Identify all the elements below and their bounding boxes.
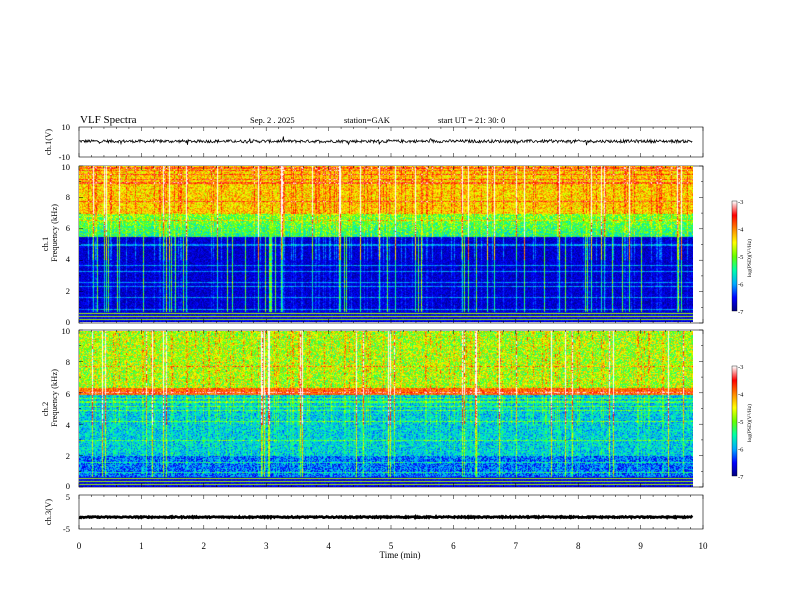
ch1-waveform-ylabel: ch.1(V) [43, 129, 53, 155]
ch2-cbar-tick--4: -4 [738, 392, 744, 399]
xaxis-label: Time (min) [380, 550, 421, 560]
station-label: station=GAK [344, 115, 391, 125]
xtick-0: 0 [77, 541, 82, 551]
ch1-spec-ytick-2: 2 [66, 286, 70, 296]
xtick-5: 5 [389, 541, 394, 551]
ch3-waveform-frame [78, 494, 704, 530]
ch1-cbar-tick--5: -5 [738, 254, 743, 261]
xtick-4: 4 [326, 541, 331, 551]
ch2-spec-ylabel-2: Frequency (kHz) [49, 369, 59, 427]
ch3-ytick-bottom: -5 [63, 524, 70, 534]
ch2-cbar-tick--5: -5 [738, 419, 743, 426]
xtick-1: 1 [139, 541, 144, 551]
ch2-spec-ylabel-1: ch.2 [40, 402, 50, 416]
ch2-spec-ytick-10: 10 [62, 326, 71, 336]
ch1-colorbar [732, 201, 737, 311]
ch1-spectrogram-image [79, 166, 693, 322]
date-label: Sep. 2 . 2025 [250, 115, 295, 125]
ch1-cbar-tick--4: -4 [738, 227, 744, 234]
ch1-spec-ytick-0: 0 [66, 317, 70, 327]
ch2-spec-ytick-8: 8 [66, 357, 70, 367]
ch2-spectrogram-image [79, 331, 693, 487]
ch1-cbar-tick--7: -7 [738, 309, 744, 316]
ch1-waveform-line [78, 136, 693, 146]
ch1-spec-ytick-6: 6 [66, 223, 70, 233]
ch2-cbar-label: log(PSD)(V²/Hz) [746, 404, 753, 442]
ch1-spec-ytick-10: 10 [62, 162, 71, 172]
xtick-8: 8 [576, 541, 581, 551]
ch2-cbar-tick--7: -7 [738, 474, 744, 481]
ch1-spec-ylabel-1: ch.1 [40, 237, 50, 251]
ch2-spec-ytick-2: 2 [66, 451, 70, 461]
figure-title: VLF Spectra [80, 114, 137, 126]
ch2-colorbar [732, 366, 737, 476]
ch2-spec-ytick-0: 0 [66, 481, 70, 491]
xtick-6: 6 [451, 541, 456, 551]
xtick-9: 9 [638, 541, 643, 551]
xtick-7: 7 [514, 541, 519, 551]
ch2-cbar-tick--3: -3 [738, 364, 743, 371]
xtick-2: 2 [202, 541, 207, 551]
xtick-10: 10 [699, 541, 709, 551]
ch1-ytick-top: 10 [62, 122, 71, 132]
ch2-spec-ytick-4: 4 [66, 420, 71, 430]
ch2-colorbar-frame [731, 365, 738, 477]
axis-ticks [78, 127, 704, 529]
ch1-cbar-label: log(PSD)(V²/Hz) [746, 239, 753, 277]
ch3-waveform-ylabel: ch.3(V) [43, 499, 53, 525]
ch1-spec-ytick-4: 4 [66, 254, 71, 264]
ch1-colorbar-frame [731, 200, 738, 312]
ch1-cbar-tick--6: -6 [738, 282, 744, 289]
ch1-cbar-tick--3: -3 [738, 199, 743, 206]
ch3-ytick-top: 5 [66, 492, 70, 502]
ch2-cbar-tick--6: -6 [738, 447, 744, 454]
ch1-ytick-bottom: -10 [59, 152, 70, 162]
ch2-spec-ytick-6: 6 [66, 389, 70, 399]
ch1-spec-ylabel-2: Frequency (kHz) [49, 204, 59, 262]
ch3-waveform-line [78, 514, 694, 521]
start-ut-label: start UT = 21: 30: 0 [438, 115, 505, 125]
ch1-spec-ytick-8: 8 [66, 192, 70, 202]
xtick-3: 3 [264, 541, 269, 551]
